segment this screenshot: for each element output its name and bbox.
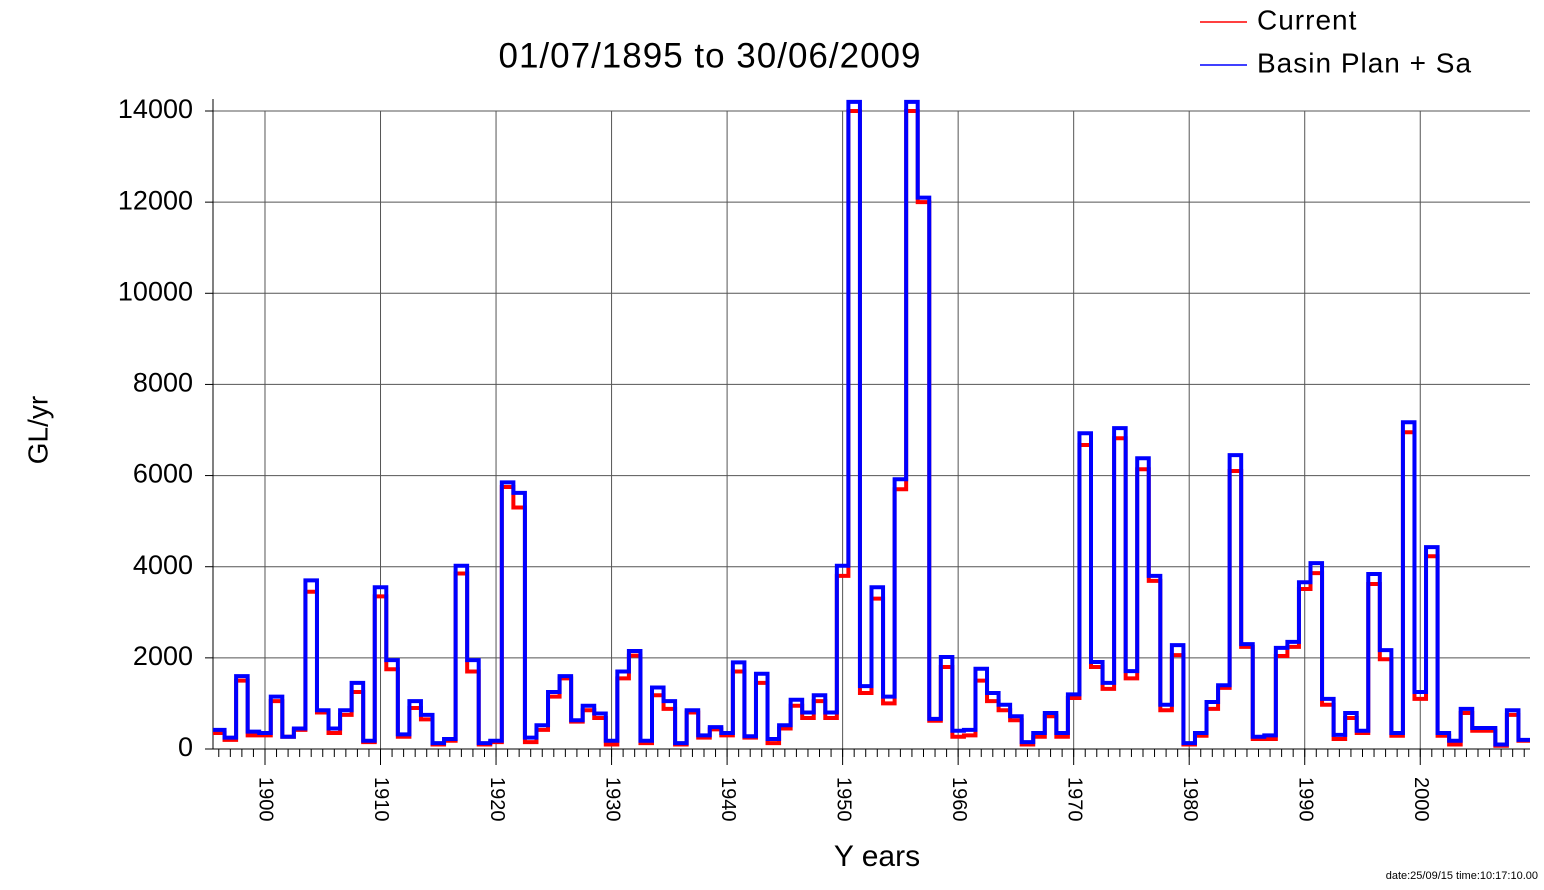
y-tick-label: 6000 [133,459,193,489]
x-tick-label: 1960 [948,777,970,822]
x-tick-label: 1940 [717,777,739,822]
series-line [213,99,1530,747]
chart-title: 01/07/1895 to 30/06/2009 [499,36,922,75]
x-tick-label: 1920 [486,777,508,822]
x-tick-label: 1930 [601,777,623,822]
x-tick-label: 2000 [1410,777,1432,822]
x-tick-label: 1990 [1294,777,1316,822]
legend-label: Basin Plan + Sa [1257,47,1472,78]
y-tick-label: 4000 [133,550,193,580]
x-tick-label: 1910 [370,777,392,822]
y-tick-label: 8000 [133,368,193,398]
y-axis-label: GL/yr [22,396,53,464]
y-tick-label: 12000 [118,185,193,215]
x-tick-label: 1970 [1063,777,1085,822]
footer: date:25/09/15 time:10:17:10.00 [1386,870,1538,882]
y-tick-label: 10000 [118,276,193,306]
x-tick-label: 1980 [1179,777,1201,822]
y-tick-label: 0 [178,732,193,762]
x-tick-label: 1950 [832,777,854,822]
y-tick-label: 14000 [118,94,193,124]
y-tick-label: 2000 [133,641,193,671]
legend-label: Current [1257,4,1357,35]
x-axis-label: Y ears [834,840,920,873]
x-tick-label: 1900 [255,777,277,822]
